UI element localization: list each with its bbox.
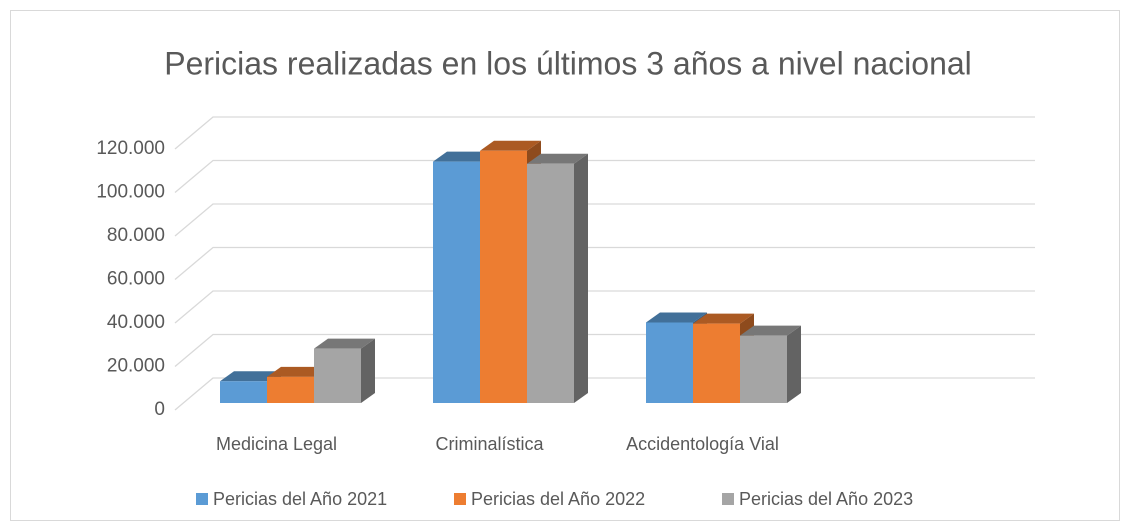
- y-tick-label: 120.000: [96, 138, 165, 159]
- grid-line: [174, 290, 1035, 324]
- bar-front: [693, 323, 740, 403]
- grid-line: [174, 203, 1035, 237]
- legend-swatch: [722, 493, 734, 505]
- legend-swatch: [454, 493, 466, 505]
- bar-top: [693, 313, 754, 324]
- bar-side: [574, 153, 588, 403]
- bar-top: [220, 371, 281, 382]
- legend-label: Pericias del Año 2022: [471, 489, 645, 509]
- bar-front: [527, 163, 574, 403]
- y-tick-label: 40.000: [107, 312, 165, 333]
- bar-front: [646, 322, 693, 403]
- y-tick-label: 100.000: [96, 182, 165, 203]
- bar-side: [361, 338, 375, 403]
- bar-top: [527, 153, 588, 164]
- bar-front: [740, 335, 787, 403]
- x-tick-label: Medicina Legal: [216, 434, 337, 454]
- y-tick-label: 20.000: [107, 356, 165, 377]
- bar-top: [740, 325, 801, 336]
- grid-line: [174, 246, 1035, 280]
- bar-side: [787, 325, 801, 403]
- x-tick-label: Accidentología Vial: [626, 434, 779, 454]
- bar-top: [314, 338, 375, 349]
- y-tick-label: 80.000: [107, 225, 165, 246]
- bar: [314, 338, 375, 403]
- bar: [740, 325, 801, 403]
- bar-front: [480, 150, 527, 403]
- y-tick-label: 60.000: [107, 269, 165, 290]
- bar-top: [267, 366, 328, 377]
- bar-front: [433, 161, 480, 403]
- bar: [527, 153, 588, 403]
- bar-front: [314, 348, 361, 403]
- legend-label: Pericias del Año 2021: [213, 489, 387, 509]
- y-tick-label: 0: [154, 399, 165, 420]
- bar-top: [646, 312, 707, 323]
- grid-line: [174, 116, 1035, 150]
- bar-front: [267, 376, 314, 403]
- bar-top: [480, 140, 541, 151]
- bar-top: [433, 151, 494, 162]
- chart-title: Pericias realizadas en los últimos 3 año…: [164, 45, 972, 81]
- bar-front: [220, 381, 267, 403]
- grid-line: [174, 159, 1035, 193]
- legend-swatch: [196, 493, 208, 505]
- x-tick-label: Criminalística: [435, 434, 544, 454]
- legend-label: Pericias del Año 2023: [739, 489, 913, 509]
